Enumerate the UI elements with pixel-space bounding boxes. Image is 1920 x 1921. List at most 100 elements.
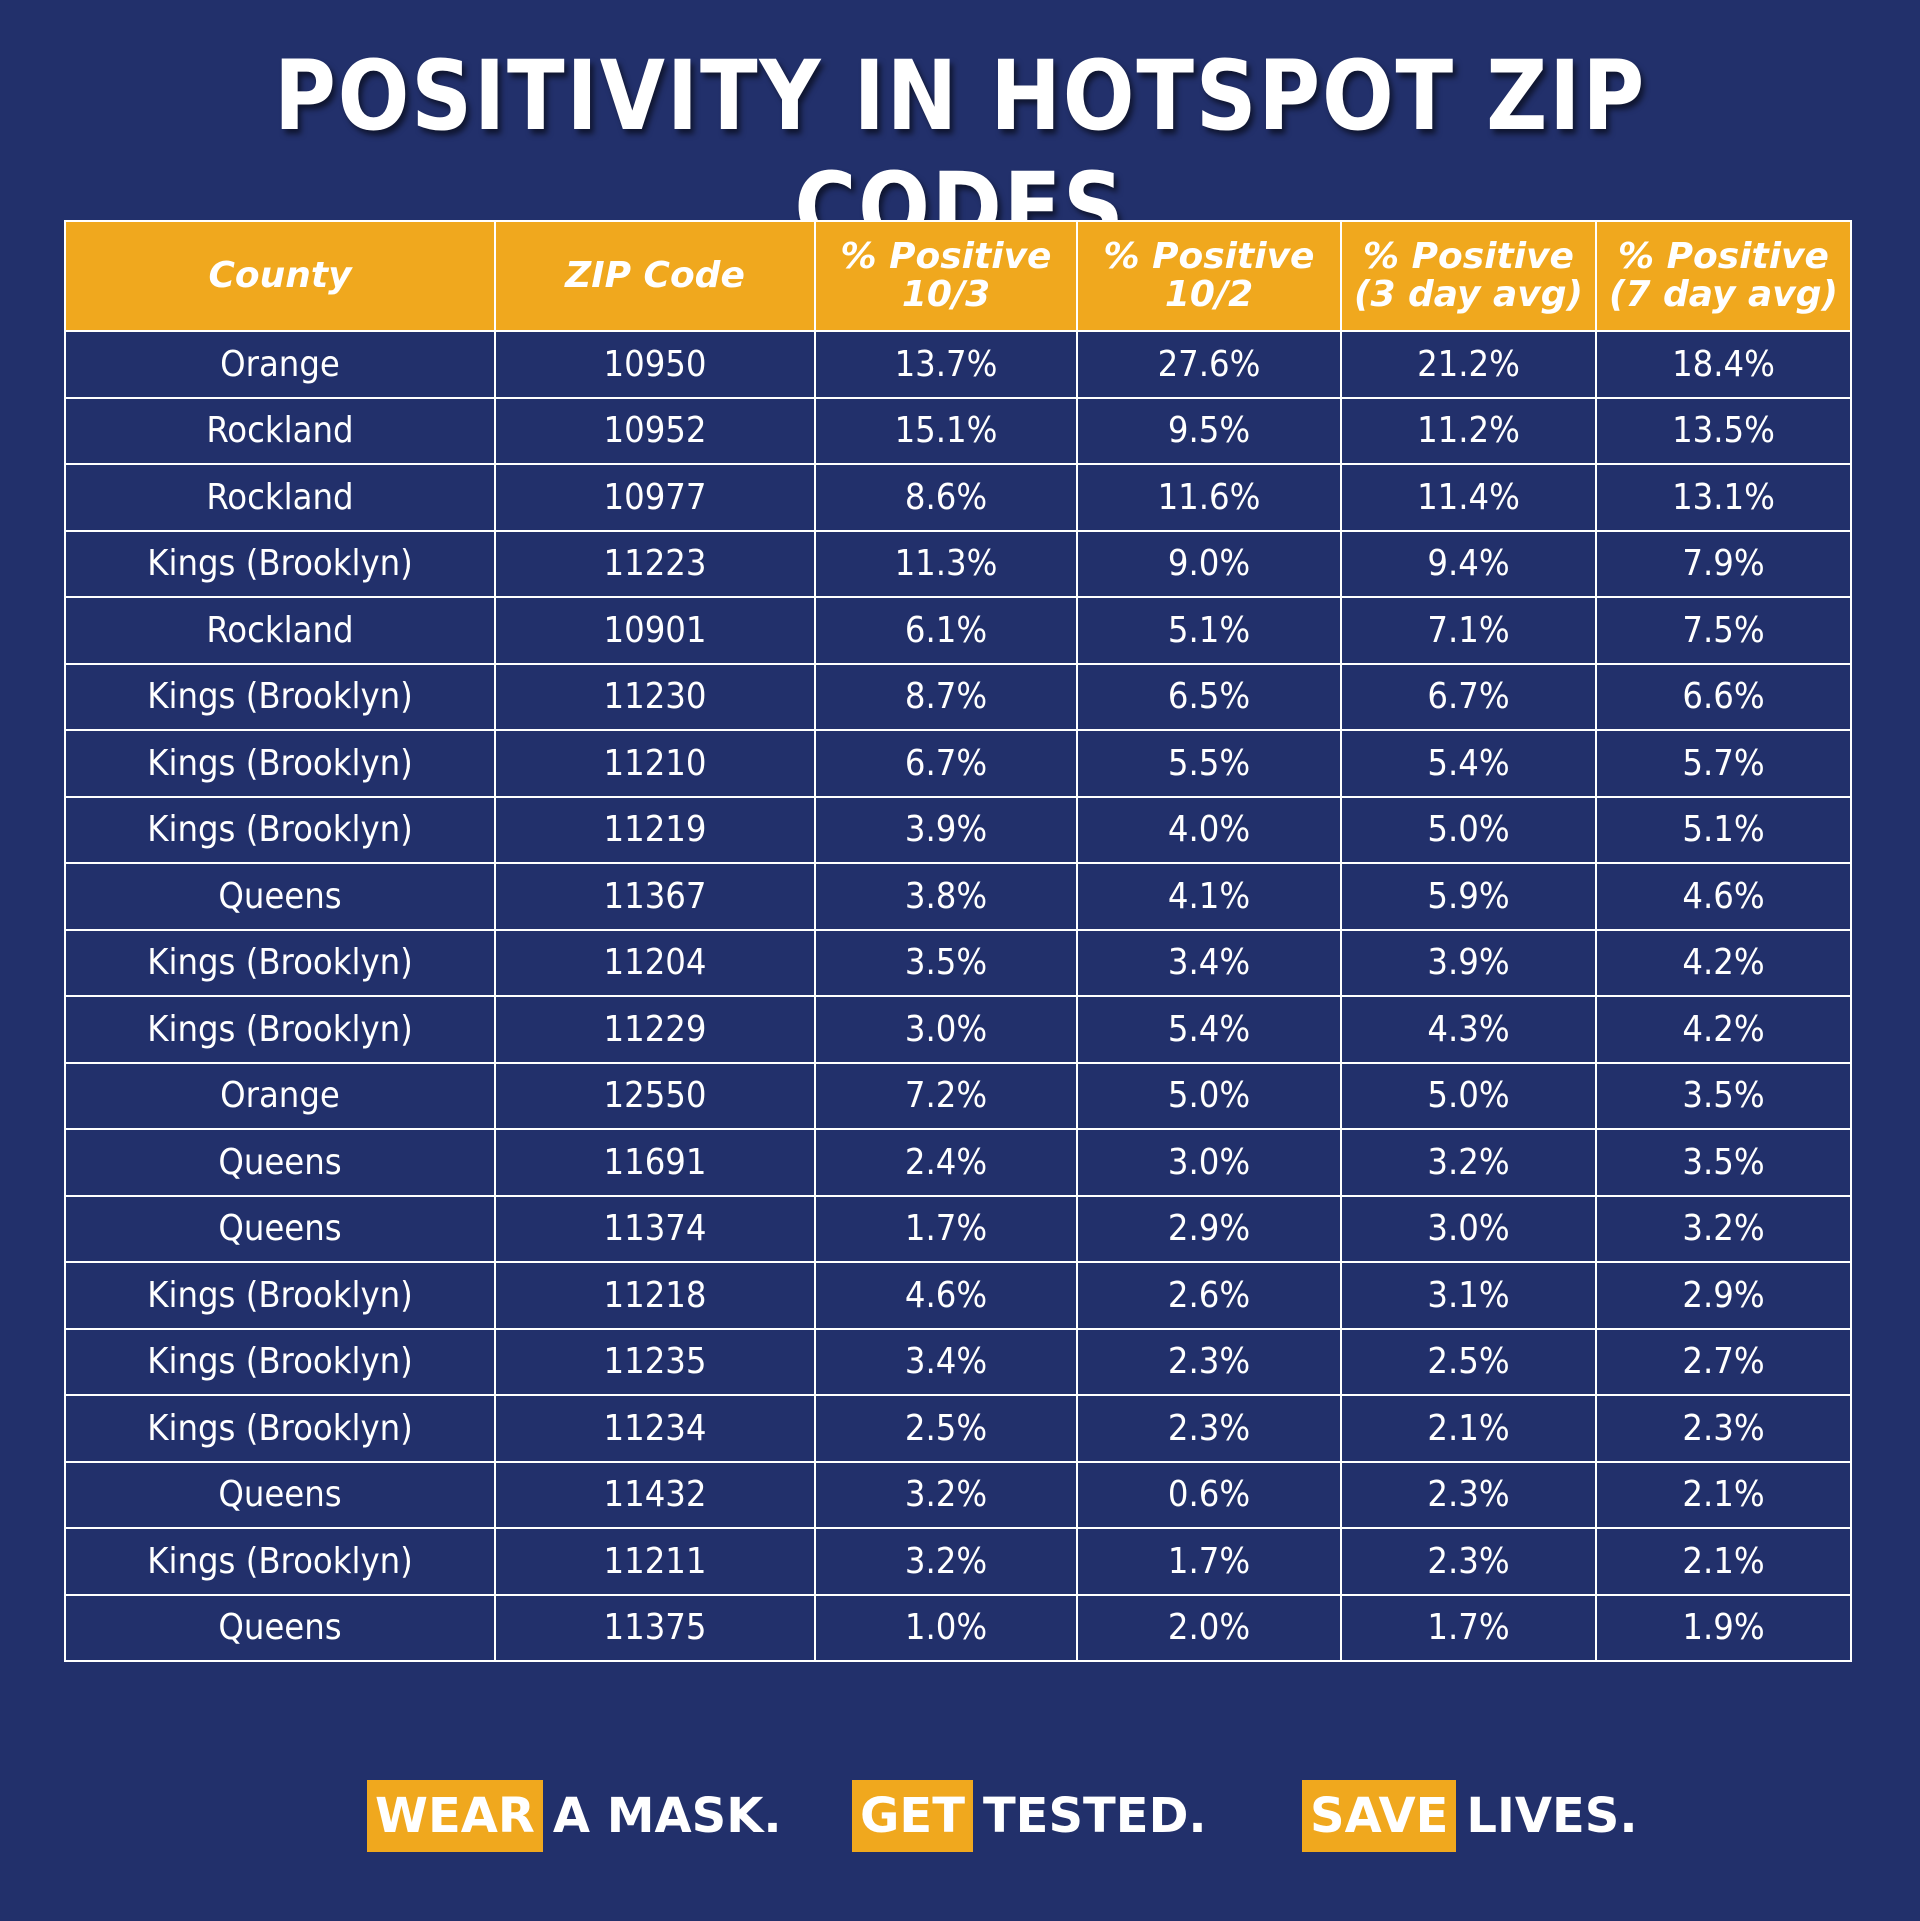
table-cell: 6.5%: [1076, 662, 1342, 731]
table-cell: 11204: [494, 928, 816, 997]
table-row: Kings (Brooklyn) 11218 4.6% 2.6% 3.1% 2.9%: [64, 1261, 1852, 1330]
table-cell: 2.1%: [1340, 1394, 1597, 1463]
table-row: Queens 11691 2.4% 3.0% 3.2% 3.5%: [64, 1128, 1852, 1197]
table-cell: 8.6%: [814, 463, 1078, 532]
table-row: Orange 12550 7.2% 5.0% 5.0% 3.5%: [64, 1061, 1852, 1130]
table-cell: 4.1%: [1076, 862, 1342, 931]
table-cell: 3.0%: [1340, 1194, 1597, 1263]
table-row: Kings (Brooklyn) 11234 2.5% 2.3% 2.1% 2.3%: [64, 1394, 1852, 1463]
column-header-line: 10/3: [901, 274, 991, 315]
table-cell: 11374: [494, 1194, 816, 1263]
column-header-line: % Positive: [1103, 236, 1315, 277]
table-row: Queens 11375 1.0% 2.0% 1.7% 1.9%: [64, 1593, 1852, 1662]
table-cell: 11367: [494, 862, 816, 931]
table-cell: 7.1%: [1340, 596, 1597, 665]
column-header-line: % Positive: [1618, 236, 1829, 277]
table-cell: 5.1%: [1595, 795, 1852, 864]
table-cell: 11.2%: [1340, 396, 1597, 465]
table-cell: 1.7%: [1076, 1527, 1342, 1596]
slogan-highlight: GET: [852, 1780, 973, 1852]
table-cell: 3.5%: [1595, 1061, 1852, 1130]
table-cell: 13.1%: [1595, 463, 1852, 532]
table-cell: 2.9%: [1595, 1261, 1852, 1330]
table-cell: 11234: [494, 1394, 816, 1463]
table-cell: 5.0%: [1340, 795, 1597, 864]
table-cell: 1.9%: [1595, 1593, 1852, 1662]
table-cell: 2.1%: [1595, 1460, 1852, 1529]
table-cell: Rockland: [64, 463, 496, 532]
table-cell: 1.7%: [1340, 1593, 1597, 1662]
table-cell: 4.6%: [1595, 862, 1852, 931]
column-header: ZIP Code: [494, 220, 816, 332]
table-cell: 2.3%: [1340, 1527, 1597, 1596]
table-cell: 2.1%: [1595, 1527, 1852, 1596]
page-title: POSITIVITY IN HOTSPOT ZIP CODES: [273, 40, 1647, 264]
table-cell: 6.1%: [814, 596, 1078, 665]
column-header: % Positive (7 day avg): [1595, 220, 1852, 332]
table-cell: 3.2%: [814, 1460, 1078, 1529]
table-cell: Kings (Brooklyn): [64, 529, 496, 598]
table-cell: Queens: [64, 1460, 496, 1529]
table-cell: 2.3%: [1076, 1327, 1342, 1396]
table-row: Kings (Brooklyn) 11235 3.4% 2.3% 2.5% 2.7%: [64, 1327, 1852, 1396]
table-cell: 4.3%: [1340, 995, 1597, 1064]
table-row: Kings (Brooklyn) 11219 3.9% 4.0% 5.0% 5.1%: [64, 795, 1852, 864]
table-cell: 6.7%: [814, 729, 1078, 798]
table-row: Kings (Brooklyn) 11229 3.0% 5.4% 4.3% 4.2%: [64, 995, 1852, 1064]
slogan-text: TESTED.: [982, 1788, 1207, 1844]
column-header: % Positive (3 day avg): [1340, 220, 1597, 332]
column-header: % Positive 10/2: [1076, 220, 1342, 332]
table-cell: 2.0%: [1076, 1593, 1342, 1662]
table-cell: 15.1%: [814, 396, 1078, 465]
table-cell: 6.6%: [1595, 662, 1852, 731]
slogan-wear-a-mask: WEAR A MASK.: [367, 1780, 782, 1852]
table-row: Queens 11432 3.2% 0.6% 2.3% 2.1%: [64, 1460, 1852, 1529]
table-cell: 3.8%: [814, 862, 1078, 931]
column-header-line: % Positive: [1363, 236, 1574, 277]
table-cell: 11.6%: [1076, 463, 1342, 532]
table-cell: Kings (Brooklyn): [64, 729, 496, 798]
table-cell: Queens: [64, 862, 496, 931]
table-cell: 3.1%: [1340, 1261, 1597, 1330]
table-cell: 11.3%: [814, 529, 1078, 598]
table-row: Rockland 10901 6.1% 5.1% 7.1% 7.5%: [64, 596, 1852, 665]
table-cell: 2.6%: [1076, 1261, 1342, 1330]
table-cell: 9.0%: [1076, 529, 1342, 598]
table-cell: 3.2%: [814, 1527, 1078, 1596]
table-cell: 11375: [494, 1593, 816, 1662]
slogan-highlight: SAVE: [1302, 1780, 1457, 1852]
slogan-highlight: WEAR: [367, 1780, 543, 1852]
table-cell: 27.6%: [1076, 330, 1342, 399]
column-header: % Positive 10/3: [814, 220, 1078, 332]
table-cell: 4.6%: [814, 1261, 1078, 1330]
table-cell: 5.5%: [1076, 729, 1342, 798]
table-cell: Rockland: [64, 596, 496, 665]
table-cell: Queens: [64, 1593, 496, 1662]
slogan-save-lives: SAVE LIVES.: [1302, 1780, 1638, 1852]
table-cell: 5.9%: [1340, 862, 1597, 931]
table-cell: 7.2%: [814, 1061, 1078, 1130]
table-cell: 4.2%: [1595, 995, 1852, 1064]
slogan-text: A MASK.: [552, 1788, 782, 1844]
table-cell: Kings (Brooklyn): [64, 1527, 496, 1596]
table-cell: 5.0%: [1076, 1061, 1342, 1130]
column-header-line: ZIP Code: [565, 255, 745, 296]
column-header-line: (3 day avg): [1354, 274, 1583, 315]
table-cell: Queens: [64, 1194, 496, 1263]
table-cell: 11235: [494, 1327, 816, 1396]
table-body: Orange 10950 13.7% 27.6% 21.2% 18.4% Rockland 1…: [64, 330, 1852, 1662]
table-row: Queens 11374 1.7% 2.9% 3.0% 3.2%: [64, 1194, 1852, 1263]
table-cell: 11210: [494, 729, 816, 798]
table-cell: 2.5%: [1340, 1327, 1597, 1396]
table-cell: 18.4%: [1595, 330, 1852, 399]
table-cell: Kings (Brooklyn): [64, 995, 496, 1064]
table-cell: 9.4%: [1340, 529, 1597, 598]
table-row: Orange 10950 13.7% 27.6% 21.2% 18.4%: [64, 330, 1852, 399]
table-cell: 3.2%: [1340, 1128, 1597, 1197]
table-cell: 13.7%: [814, 330, 1078, 399]
table-cell: 3.9%: [1340, 928, 1597, 997]
table-cell: Orange: [64, 1061, 496, 1130]
table-cell: 2.5%: [814, 1394, 1078, 1463]
table-cell: 3.9%: [814, 795, 1078, 864]
table-cell: 11219: [494, 795, 816, 864]
